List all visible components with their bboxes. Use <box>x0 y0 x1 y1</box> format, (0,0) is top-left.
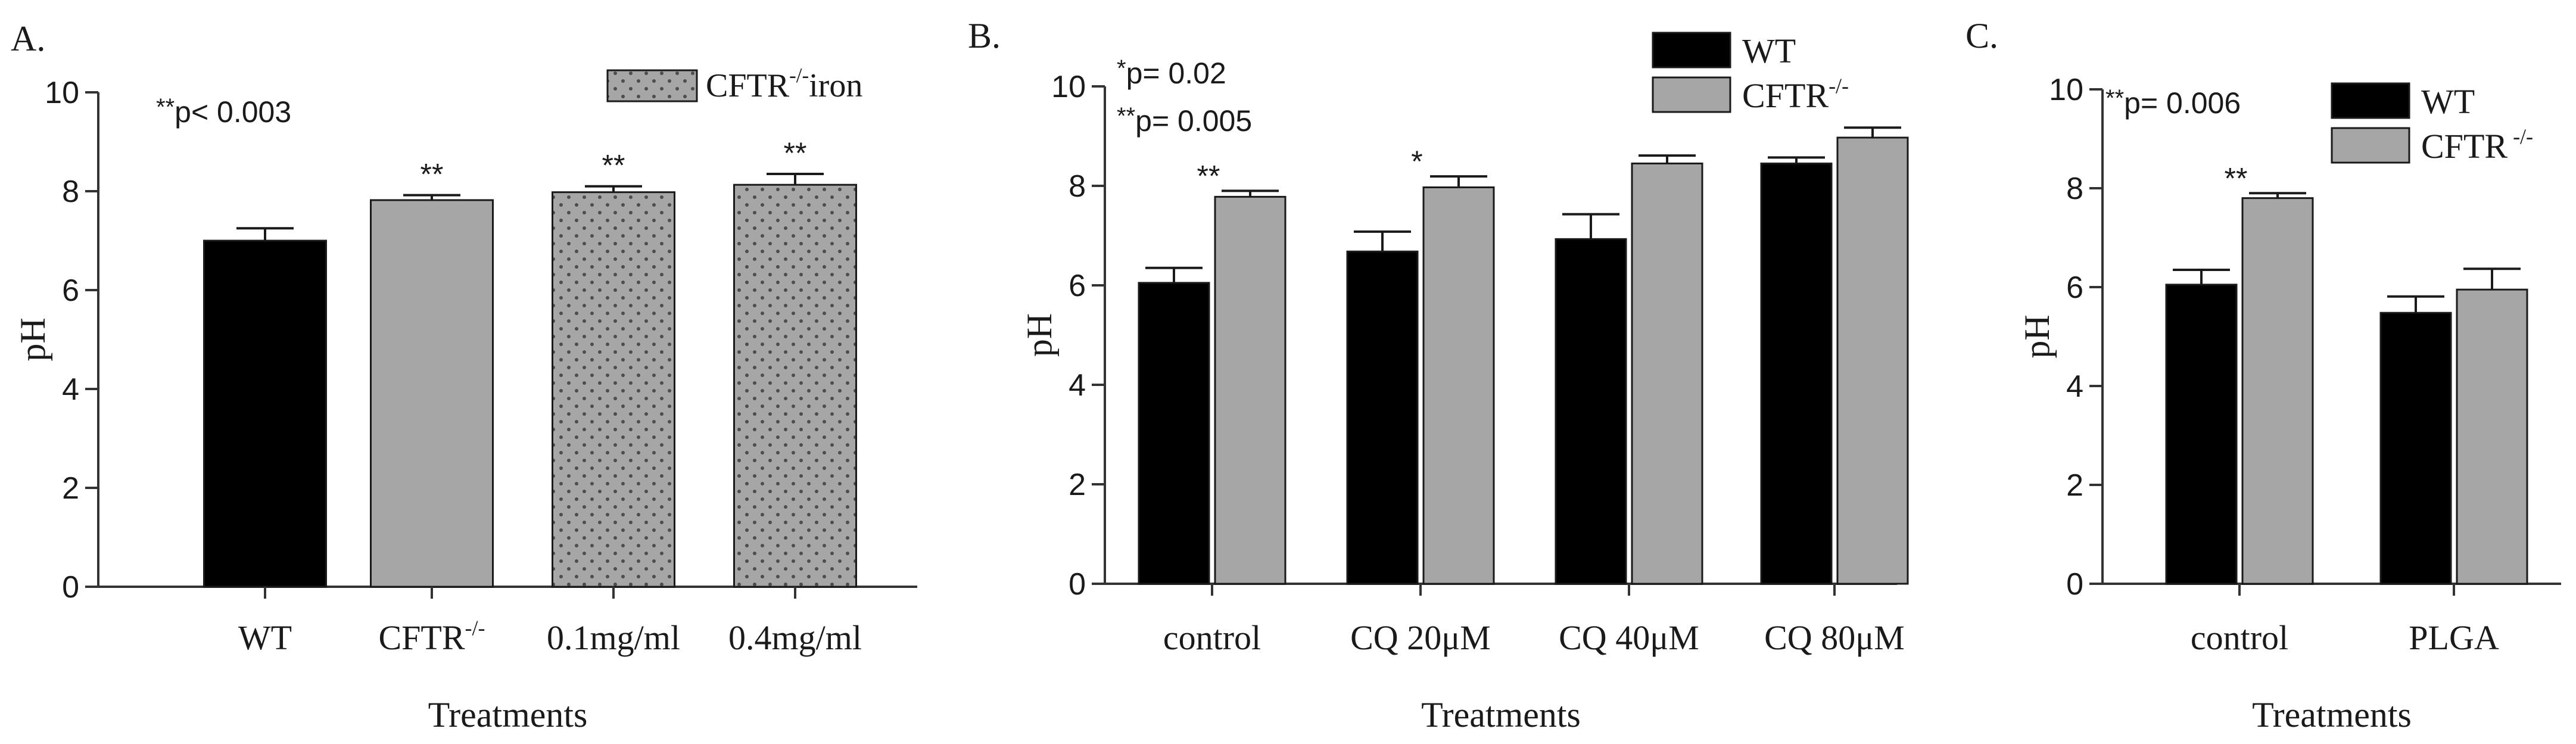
legend: CFTR-/-iron <box>606 64 862 104</box>
legend-label: CFTR -/- <box>2421 124 2533 166</box>
significance-mark: * <box>1411 145 1422 178</box>
legend-label-superscript: -/- <box>789 64 809 87</box>
y-axis-label: pH <box>13 317 52 361</box>
bar <box>2456 288 2528 585</box>
annotation: *p= 0.02 <box>1117 55 1226 90</box>
legend-label-superscript: -/- <box>2508 124 2533 148</box>
legend-label-superscript: -/- <box>1829 74 1849 98</box>
legend-swatch <box>606 69 698 102</box>
panel-label: B. <box>968 16 1001 55</box>
annotation-stars: ** <box>156 94 175 120</box>
y-tick-label: 4 <box>62 372 79 407</box>
y-tick-label: 8 <box>1069 169 1086 204</box>
x-axis-label: Treatments <box>2252 695 2412 734</box>
bar <box>1346 250 1419 585</box>
x-axis-label: Treatments <box>1421 695 1581 734</box>
panel-label: C. <box>1966 16 1998 55</box>
legend-swatch <box>1652 76 1731 113</box>
x-tick-label: CQ 40μM <box>1559 618 1699 657</box>
annotation-text: p= 0.02 <box>1126 57 1226 90</box>
legend-swatch <box>2331 82 2410 119</box>
bar <box>1760 162 1833 585</box>
annotation-text: p= 0.005 <box>1135 104 1252 138</box>
bar <box>1138 282 1210 585</box>
legend-label: WT <box>1742 32 1796 70</box>
annotation: **p< 0.003 <box>156 94 291 129</box>
annotation-text: p= 0.006 <box>2124 86 2241 120</box>
bar <box>1836 136 1909 585</box>
x-tick-label: 0.1mg/ml <box>547 618 680 657</box>
x-tick-label: CFTR-/- <box>378 616 485 657</box>
significance-mark: ** <box>2225 161 2248 195</box>
y-tick-label: 10 <box>1051 70 1086 104</box>
y-tick-label: 0 <box>2066 567 2083 602</box>
legend-label-suffix: iron <box>809 67 862 104</box>
bar <box>370 199 494 588</box>
annotation-stars: ** <box>2105 85 2124 111</box>
significance-mark: ** <box>420 158 444 191</box>
bar <box>2379 312 2452 585</box>
panel-label: A. <box>11 19 45 58</box>
bar <box>1422 186 1495 585</box>
y-tick-label: 2 <box>1069 468 1086 502</box>
y-tick-label: 2 <box>2066 468 2083 503</box>
legend-swatch <box>1652 32 1731 69</box>
significance-mark: ** <box>602 149 625 182</box>
bar <box>1214 195 1287 585</box>
legend-label-base: CFTR <box>1742 76 1829 115</box>
y-tick-label: 10 <box>2049 73 2083 107</box>
significance-mark: ** <box>784 136 807 170</box>
bar <box>733 183 857 588</box>
bar <box>1631 162 1703 585</box>
x-tick-label: PLGA <box>2409 618 2499 657</box>
y-tick-label: 6 <box>62 273 79 308</box>
bar <box>552 191 675 588</box>
x-tick-label: CQ 80μM <box>1764 618 1905 657</box>
y-tick-label: 4 <box>1069 368 1086 403</box>
x-tick-label: WT <box>238 618 292 657</box>
x-axis-label: Treatments <box>428 695 588 734</box>
annotation: **p= 0.006 <box>2105 85 2241 120</box>
bar <box>2165 284 2238 585</box>
y-tick-label: 10 <box>45 76 79 110</box>
y-tick-label: 0 <box>62 570 79 605</box>
x-tick-label-base: CFTR <box>378 618 465 657</box>
legend-label: CFTR-/-iron <box>706 64 862 104</box>
legend: WT CFTR-/- <box>1652 32 1849 115</box>
y-axis-label: pH <box>1020 313 1059 357</box>
annotation-stars: ** <box>1117 103 1135 129</box>
x-tick-label: CQ 20μM <box>1350 618 1491 657</box>
bar <box>203 239 327 588</box>
x-tick-label: control <box>2191 618 2288 657</box>
annotation: **p= 0.005 <box>1117 103 1252 138</box>
y-axis-label: pH <box>2017 315 2057 358</box>
y-tick-label: 6 <box>2066 270 2083 305</box>
annotation-stars: * <box>1117 55 1126 82</box>
bar <box>2241 197 2314 585</box>
x-tick-label: control <box>1163 618 1261 657</box>
y-tick-label: 8 <box>2066 172 2083 206</box>
y-tick-label: 8 <box>62 175 79 209</box>
x-tick-label: 0.4mg/ml <box>728 618 862 657</box>
legend-label: CFTR-/- <box>1742 74 1849 115</box>
y-tick-label: 0 <box>1069 567 1086 602</box>
legend-label-base: CFTR <box>2421 127 2508 166</box>
x-tick-label-superscript: -/- <box>465 616 485 640</box>
y-tick-label: 6 <box>1069 269 1086 303</box>
legend-label-base: CFTR <box>706 67 790 104</box>
y-tick-label: 2 <box>62 471 79 506</box>
legend-swatch <box>2331 127 2410 164</box>
annotation-text: p< 0.003 <box>175 95 291 129</box>
panel-b: 0 2 4 6 8 10 pH Treatments B. ** control * CQ 20μM CQ… <box>968 16 1909 734</box>
panel-a: 0246810pHTreatmentsA.WT**CFTR-/-**0.1mg/… <box>11 19 917 734</box>
bar <box>1555 238 1627 585</box>
significance-mark: ** <box>1197 159 1220 192</box>
y-tick-label: 4 <box>2066 369 2083 404</box>
legend-label: WT <box>2421 82 2475 121</box>
